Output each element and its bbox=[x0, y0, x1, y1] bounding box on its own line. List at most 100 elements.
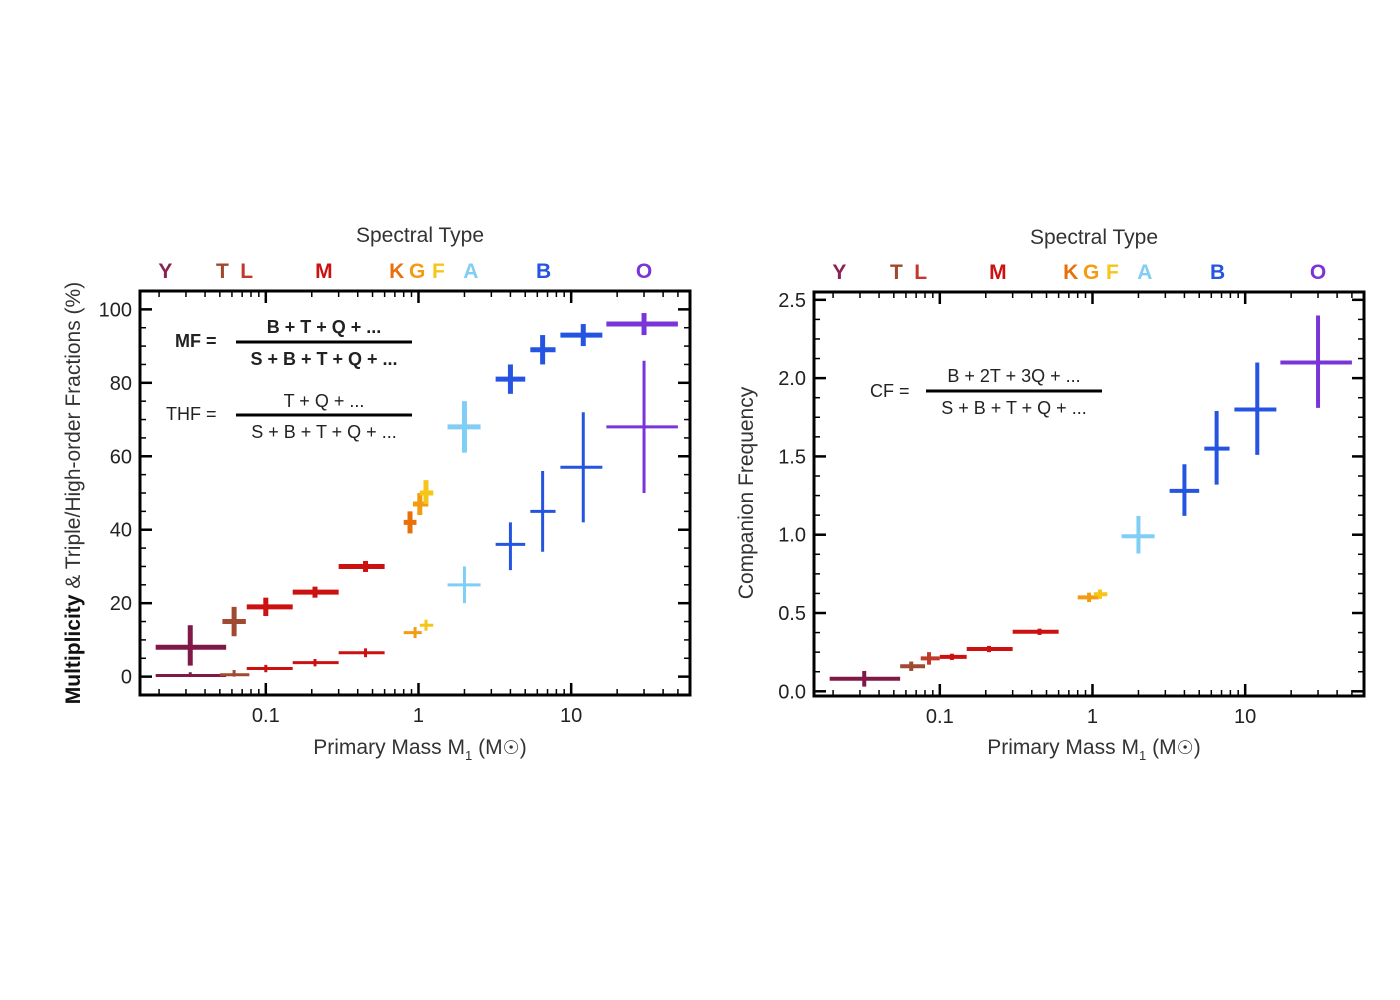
spectral-type-label: M bbox=[989, 261, 1007, 284]
mf-equation-numerator: B + T + Q + ... bbox=[267, 317, 382, 337]
spectral-type-label: B bbox=[536, 260, 551, 283]
right-plot-frame bbox=[812, 290, 1366, 698]
spectral-type-label: O bbox=[1310, 261, 1326, 284]
x-tick-label: 0.1 bbox=[252, 705, 280, 727]
data-point bbox=[495, 364, 526, 394]
y-tick-label: 60 bbox=[110, 446, 132, 468]
data-point bbox=[606, 313, 678, 336]
data-point bbox=[1280, 315, 1352, 408]
left-spectral-type-title: Spectral Type bbox=[356, 224, 484, 247]
y-tick-label: 40 bbox=[110, 520, 132, 542]
thf-equation: THF = T + Q + ... S + B + T + Q + ... bbox=[166, 391, 412, 442]
data-point bbox=[403, 511, 417, 534]
spectral-type-label: A bbox=[463, 260, 478, 283]
y-tick-label: 1.0 bbox=[778, 525, 806, 547]
right-y-axis-label: Companion Frequency bbox=[735, 386, 758, 599]
data-point bbox=[447, 566, 481, 604]
cf-equation: CF = B + 2T + 3Q + ... S + B + T + Q + .… bbox=[870, 366, 1102, 418]
y-tick-label: 0.0 bbox=[778, 681, 806, 703]
mf-equation-lhs: MF = bbox=[175, 331, 217, 351]
data-point bbox=[495, 522, 526, 571]
spectral-type-label: G bbox=[409, 260, 425, 283]
right-x-axis-label: Primary Mass M1 (M☉) bbox=[987, 736, 1200, 763]
spectral-type-label: A bbox=[1137, 261, 1152, 284]
x-tick-label: 1 bbox=[413, 705, 424, 727]
data-point bbox=[292, 586, 339, 598]
data-point bbox=[338, 560, 385, 572]
left-ylabel-rest: & Triple/High-order Fractions (%) bbox=[62, 282, 85, 595]
cf-equation-numerator: B + 2T + 3Q + ... bbox=[947, 366, 1080, 386]
y-tick-label: 100 bbox=[99, 299, 132, 321]
left-xlabel-main: Primary Mass M bbox=[313, 736, 465, 759]
data-point bbox=[1077, 592, 1099, 603]
thf-equation-denominator: S + B + T + Q + ... bbox=[251, 422, 396, 442]
mf-equation: MF = B + T + Q + ... S + B + T + Q + ... bbox=[175, 317, 412, 369]
spectral-type-label: F bbox=[1106, 261, 1119, 284]
spectral-type-label: K bbox=[389, 260, 404, 283]
thf-equation-numerator: T + Q + ... bbox=[284, 391, 365, 411]
spectral-type-label: T bbox=[890, 261, 903, 284]
right-axis-ticks bbox=[814, 292, 1365, 696]
data-point bbox=[606, 360, 678, 493]
data-point bbox=[1012, 628, 1059, 635]
right-x-tick-labels: 0.1 1 10 bbox=[926, 706, 1256, 728]
data-point bbox=[530, 335, 556, 365]
data-point bbox=[246, 664, 293, 673]
y-tick-label: 20 bbox=[110, 593, 132, 615]
data-point bbox=[403, 627, 422, 639]
data-point bbox=[900, 661, 926, 671]
left-ylabel-bold: Multiplicity bbox=[62, 594, 85, 704]
right-spectral-type-title: Spectral Type bbox=[1030, 226, 1158, 249]
cf-equation-lhs: CF = bbox=[870, 381, 910, 401]
data-point bbox=[939, 653, 967, 660]
data-point bbox=[419, 480, 434, 505]
spectral-type-label: L bbox=[914, 261, 927, 284]
spectral-type-label: O bbox=[636, 260, 652, 283]
data-point bbox=[219, 670, 250, 677]
data-point bbox=[1234, 362, 1277, 455]
data-point bbox=[966, 645, 1013, 653]
data-point bbox=[292, 659, 339, 667]
right-xlabel-unit: (M bbox=[1152, 736, 1177, 759]
data-point bbox=[338, 648, 385, 658]
left-xlabel-unit: (M bbox=[478, 736, 503, 759]
y-tick-label: 2.0 bbox=[778, 368, 806, 390]
data-point bbox=[1093, 589, 1108, 599]
data-point bbox=[155, 625, 227, 666]
spectral-type-label: B bbox=[1210, 261, 1225, 284]
x-tick-label: 0.1 bbox=[926, 706, 954, 728]
data-point bbox=[1169, 464, 1200, 516]
right-data-marks bbox=[829, 315, 1352, 687]
data-point bbox=[1204, 411, 1230, 485]
y-tick-label: 0 bbox=[121, 667, 132, 689]
left-y-tick-labels: 0 20 40 60 80 100 bbox=[99, 299, 132, 688]
x-tick-label: 10 bbox=[1234, 706, 1256, 728]
mf-equation-denominator: S + B + T + Q + ... bbox=[250, 349, 397, 369]
data-point bbox=[920, 652, 940, 665]
spectral-type-label: T bbox=[216, 260, 229, 283]
x-tick-label: 1 bbox=[1087, 706, 1098, 728]
data-point bbox=[447, 401, 481, 453]
x-tick-label: 10 bbox=[560, 705, 582, 727]
y-tick-label: 80 bbox=[110, 373, 132, 395]
right-xlabel-subscript: 1 bbox=[1139, 748, 1146, 763]
cf-equation-denominator: S + B + T + Q + ... bbox=[941, 398, 1086, 418]
data-point bbox=[155, 672, 227, 678]
y-tick-label: 2.5 bbox=[778, 290, 806, 312]
spectral-type-label: K bbox=[1063, 261, 1078, 284]
thf-equation-lhs: THF = bbox=[166, 404, 217, 424]
right-xlabel-unit-end: ) bbox=[1194, 736, 1201, 759]
data-point bbox=[222, 606, 246, 637]
left-xlabel-subscript: 1 bbox=[465, 748, 472, 763]
data-point bbox=[829, 670, 901, 687]
data-point bbox=[560, 412, 603, 523]
y-tick-label: 1.5 bbox=[778, 446, 806, 468]
right-y-tick-labels: 0.0 0.5 1.0 1.5 2.0 2.5 bbox=[778, 290, 806, 703]
y-tick-label: 0.5 bbox=[778, 603, 806, 625]
spectral-type-label: G bbox=[1083, 261, 1099, 284]
spectral-type-label: L bbox=[240, 260, 253, 283]
